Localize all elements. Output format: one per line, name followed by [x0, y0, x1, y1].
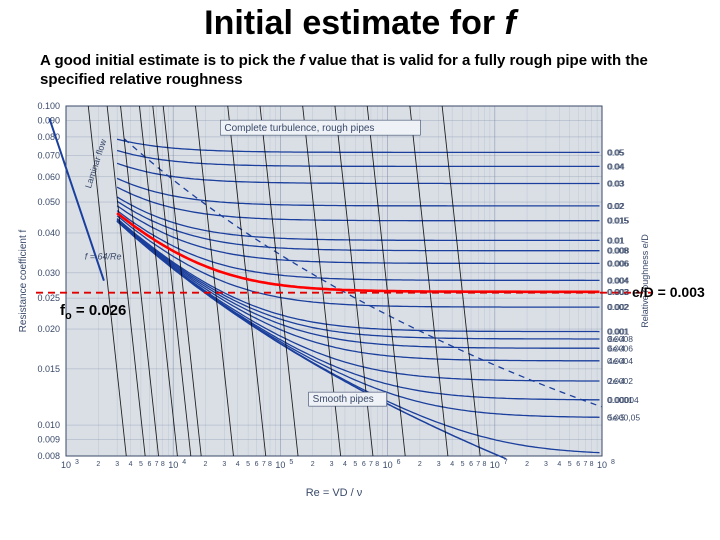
svg-text:3: 3 [437, 461, 441, 468]
svg-text:10: 10 [275, 460, 285, 470]
svg-text:3: 3 [544, 461, 548, 468]
svg-text:0.090: 0.090 [37, 116, 60, 126]
svg-text:0.04: 0.04 [607, 161, 624, 171]
svg-text:0.003: 0.003 [607, 287, 629, 297]
svg-text:2: 2 [96, 461, 100, 468]
svg-text:8: 8 [611, 459, 615, 466]
svg-text:10: 10 [490, 460, 500, 470]
fo-sub: o [65, 310, 72, 322]
svg-text:3: 3 [222, 461, 226, 468]
fo-annotation: fo = 0.026 [60, 302, 126, 322]
svg-text:8: 8 [590, 461, 594, 468]
svg-text:6: 6 [469, 461, 473, 468]
svg-text:Resistance coefficient f: Resistance coefficient f [18, 229, 29, 332]
svg-text:0.070: 0.070 [37, 150, 60, 160]
svg-text:0.05: 0.05 [607, 147, 624, 157]
svg-text:0.0002: 0.0002 [607, 376, 633, 386]
svg-text:0.015: 0.015 [37, 364, 60, 374]
svg-text:0.030: 0.030 [37, 268, 60, 278]
svg-text:3: 3 [115, 461, 119, 468]
svg-text:6: 6 [255, 461, 259, 468]
svg-text:2: 2 [525, 461, 529, 468]
svg-text:0.0006: 0.0006 [607, 343, 633, 353]
svg-text:7: 7 [504, 459, 508, 466]
svg-text:10: 10 [383, 460, 393, 470]
svg-text:0.002: 0.002 [607, 302, 629, 312]
svg-text:0.03: 0.03 [607, 178, 624, 188]
title-text-a: Initial estimate for [204, 4, 504, 42]
svg-text:0.0001: 0.0001 [607, 395, 633, 405]
svg-text:2: 2 [311, 461, 315, 468]
svg-text:7: 7 [262, 461, 266, 468]
svg-text:5: 5 [353, 461, 357, 468]
svg-text:0.02: 0.02 [607, 201, 624, 211]
svg-text:0.009: 0.009 [37, 435, 60, 445]
svg-text:8: 8 [482, 461, 486, 468]
svg-text:0.025: 0.025 [37, 293, 60, 303]
svg-text:7: 7 [369, 461, 373, 468]
svg-text:4: 4 [236, 461, 240, 468]
svg-text:Relative roughness e/D: Relative roughness e/D [640, 234, 650, 328]
svg-text:10: 10 [168, 460, 178, 470]
svg-text:Re = VD / ν: Re = VD / ν [306, 487, 363, 498]
svg-text:10: 10 [597, 460, 607, 470]
svg-text:8: 8 [375, 461, 379, 468]
svg-text:4: 4 [343, 461, 347, 468]
svg-text:5: 5 [568, 461, 572, 468]
svg-text:6: 6 [147, 461, 151, 468]
svg-text:Smooth pipes: Smooth pipes [313, 394, 374, 405]
svg-text:7: 7 [155, 461, 159, 468]
page-title: Initial estimate for f [0, 4, 720, 43]
svg-text:Complete turbulence, rough pip: Complete turbulence, rough pipes [224, 123, 374, 134]
svg-text:5: 5 [139, 461, 143, 468]
svg-text:3: 3 [75, 459, 79, 466]
svg-text:0.060: 0.060 [37, 172, 60, 182]
svg-text:8: 8 [161, 461, 165, 468]
svg-text:0.040: 0.040 [37, 228, 60, 238]
title-text-b: f [505, 4, 516, 42]
svg-text:0.008: 0.008 [37, 451, 60, 461]
svg-text:2: 2 [204, 461, 208, 468]
svg-text:0.100: 0.100 [37, 101, 60, 111]
ed-annotation: e/D = 0.003 [632, 284, 705, 300]
svg-text:6: 6 [397, 459, 401, 466]
svg-text:0.006: 0.006 [607, 258, 629, 268]
svg-text:7: 7 [476, 461, 480, 468]
svg-text:0.020: 0.020 [37, 324, 60, 334]
svg-text:10: 10 [61, 460, 71, 470]
subtitle: A good initial estimate is to pick the f… [40, 52, 680, 90]
svg-text:4: 4 [557, 461, 561, 468]
svg-text:7: 7 [583, 461, 587, 468]
svg-text:0.000,05: 0.000,05 [607, 413, 640, 423]
svg-text:5: 5 [246, 461, 250, 468]
moody-chart: 0.1000.0900.0800.0700.0600.0500.0400.030… [12, 98, 652, 498]
svg-text:0.004: 0.004 [607, 275, 629, 285]
svg-text:4: 4 [450, 461, 454, 468]
svg-text:0.050: 0.050 [37, 197, 60, 207]
svg-text:5: 5 [289, 459, 293, 466]
svg-text:0.01: 0.01 [607, 235, 624, 245]
svg-text:f = 64/Re: f = 64/Re [85, 252, 122, 262]
svg-text:0.010: 0.010 [37, 420, 60, 430]
svg-text:5: 5 [461, 461, 465, 468]
svg-text:6: 6 [576, 461, 580, 468]
fo-rest: = 0.026 [72, 302, 127, 319]
svg-text:8: 8 [268, 461, 272, 468]
svg-text:2: 2 [418, 461, 422, 468]
svg-text:3: 3 [330, 461, 334, 468]
svg-text:0.015: 0.015 [607, 216, 629, 226]
svg-text:6: 6 [362, 461, 366, 468]
subtitle-a: A good initial estimate is to pick the [40, 52, 299, 69]
svg-text:0.008: 0.008 [607, 246, 629, 256]
svg-text:0.0004: 0.0004 [607, 356, 633, 366]
svg-text:4: 4 [182, 459, 186, 466]
svg-text:4: 4 [129, 461, 133, 468]
